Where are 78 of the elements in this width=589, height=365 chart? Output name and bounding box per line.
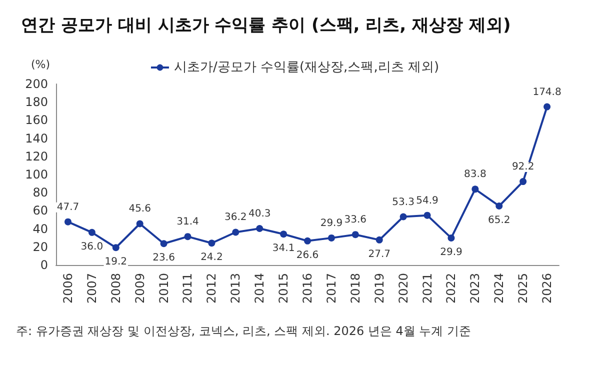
y-tick-label: 40 (32, 222, 48, 236)
x-tick-label: 2015 (276, 273, 291, 304)
data-label: 34.1 (272, 243, 295, 254)
x-tick-label: 2011 (180, 273, 195, 304)
point (544, 103, 551, 110)
point (256, 225, 264, 232)
point (472, 186, 479, 193)
x-tick-label: 2019 (372, 273, 386, 304)
x-tick-label: 2020 (396, 273, 410, 304)
data-label: 26.6 (296, 250, 319, 261)
data-label: 174.8 (532, 86, 562, 98)
y-axis-title: (%) (30, 58, 50, 71)
y-tick-label: 180 (25, 95, 48, 110)
x-tick-label: 2023 (468, 273, 482, 304)
legend-label: 시초가/공모가 수익률(재상장,스팩,리츠 제외) (174, 60, 440, 75)
y-tick-label: 140 (25, 131, 48, 146)
data-label: 45.6 (128, 204, 151, 215)
data-label: 24.2 (200, 252, 223, 264)
data-label: 83.8 (464, 169, 486, 180)
point (328, 234, 335, 242)
point (376, 236, 383, 244)
point (424, 212, 431, 219)
data-label: 31.4 (176, 216, 199, 228)
point (160, 240, 168, 248)
data-label: 29.9 (320, 218, 343, 229)
x-tick-label: 2025 (516, 273, 530, 304)
x-tick-label: 2006 (60, 273, 75, 304)
y-tick-label: 120 (25, 149, 48, 164)
data-label: 92.2 (512, 162, 534, 173)
data-label: 23.6 (152, 252, 175, 264)
x-tick-label: 2022 (444, 273, 458, 304)
data-label: 47.7 (56, 202, 80, 213)
point (352, 231, 359, 238)
y-tick-label: 200 (25, 77, 48, 91)
point (280, 230, 288, 238)
x-tick-label: 2026 (540, 273, 554, 304)
y-tick-label: 160 (25, 113, 48, 128)
point (64, 218, 72, 226)
point (88, 228, 96, 236)
x-tick-label: 2018 (348, 273, 362, 304)
data-label: 36.0 (80, 241, 104, 252)
y-tick-label: 80 (32, 186, 48, 200)
point (520, 178, 527, 186)
point (136, 220, 144, 228)
x-tick-label: 2021 (420, 273, 434, 304)
x-tick-label: 2014 (252, 273, 267, 304)
x-tick-label: 2009 (132, 273, 147, 304)
data-label: 54.9 (416, 195, 438, 206)
data-label: 65.2 (488, 214, 510, 226)
y-tick-label: 100 (25, 168, 48, 182)
data-label: 19.2 (104, 256, 128, 268)
x-tick-label: 2010 (156, 273, 171, 304)
point (112, 244, 120, 252)
x-tick-label: 2013 (228, 273, 243, 304)
point (208, 240, 216, 247)
y-tick-label: 0 (40, 258, 48, 272)
point (232, 228, 240, 236)
point (184, 233, 192, 240)
y-tick-label: 60 (32, 204, 48, 218)
data-label: 36.2 (224, 212, 247, 224)
chart-title: 연간 공모가 대비 시초가 수익률 추이 (스팩, 리츠, 재상장 제외) (21, 16, 511, 36)
data-label: 53.3 (392, 196, 414, 208)
x-tick-label: 2007 (84, 273, 99, 304)
x-tick-label: 2012 (204, 273, 219, 304)
y-tick-label: 20 (32, 240, 48, 254)
x-tick-label: 2024 (492, 273, 506, 304)
point (304, 237, 311, 244)
text: 주: 유가증권 재상장 및 이전상장, 코넥스, 리츠, 스팩 제외. 2026 년은 4월 누계 기준 (16, 324, 472, 338)
point (400, 213, 407, 220)
x-tick-label: 2017 (324, 273, 338, 304)
x-tick-label: 2008 (108, 273, 123, 304)
data-label: 33.6 (344, 214, 367, 226)
point (496, 202, 503, 210)
point (448, 234, 455, 242)
data-label: 29.9 (440, 246, 462, 258)
data-label: 27.7 (368, 248, 390, 260)
data-label: 40.3 (248, 208, 271, 220)
x-tick-label: 2016 (300, 273, 314, 304)
